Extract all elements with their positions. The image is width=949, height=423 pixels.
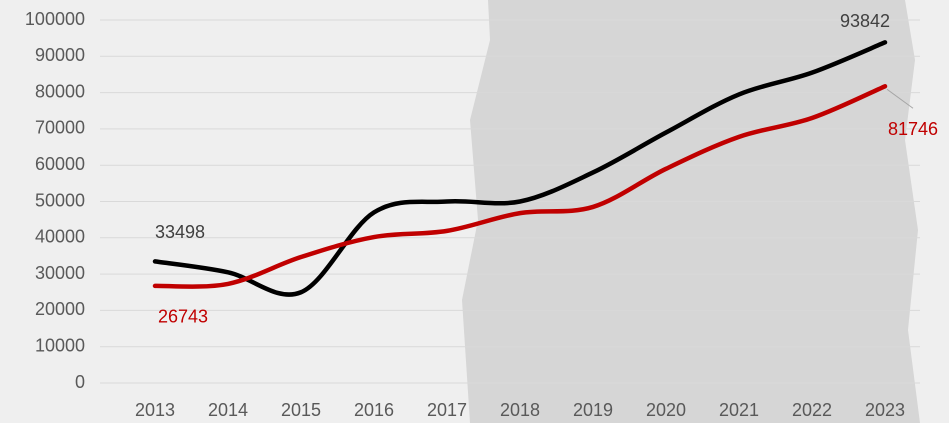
x-tick-label: 2015	[281, 400, 321, 420]
data-label: 26743	[158, 307, 208, 327]
x-tick-label: 2014	[208, 400, 248, 420]
x-tick-label: 2019	[573, 400, 613, 420]
data-label: 33498	[155, 222, 205, 242]
data-label: 81746	[888, 119, 938, 139]
y-tick-label: 10000	[35, 335, 85, 355]
chart: 0 10000 20000 30000 40000 50000 60000 70000 8000…	[0, 0, 949, 423]
y-tick-label: 70000	[35, 118, 85, 138]
x-tick-label: 2023	[865, 400, 905, 420]
y-tick-label: 60000	[35, 154, 85, 174]
y-tick-label: 40000	[35, 227, 85, 247]
x-tick-label: 2022	[792, 400, 832, 420]
page: {"chart_data": {"type": "line", "x": [20…	[0, 0, 949, 423]
x-tick-label: 2018	[500, 400, 540, 420]
x-tick-label: 2016	[354, 400, 394, 420]
data-label: 93842	[840, 11, 890, 31]
x-tick-label: 2020	[646, 400, 686, 420]
x-tick-label: 2013	[135, 400, 175, 420]
y-tick-label: 90000	[35, 45, 85, 65]
x-tick-label: 2021	[719, 400, 759, 420]
y-tick-label: 100000	[25, 9, 85, 29]
y-tick-label: 20000	[35, 299, 85, 319]
x-tick-label: 2017	[427, 400, 467, 420]
y-tick-label: 30000	[35, 263, 85, 283]
y-tick-label: 50000	[35, 190, 85, 210]
y-tick-label: 80000	[35, 81, 85, 101]
y-tick-label: 0	[75, 372, 85, 392]
